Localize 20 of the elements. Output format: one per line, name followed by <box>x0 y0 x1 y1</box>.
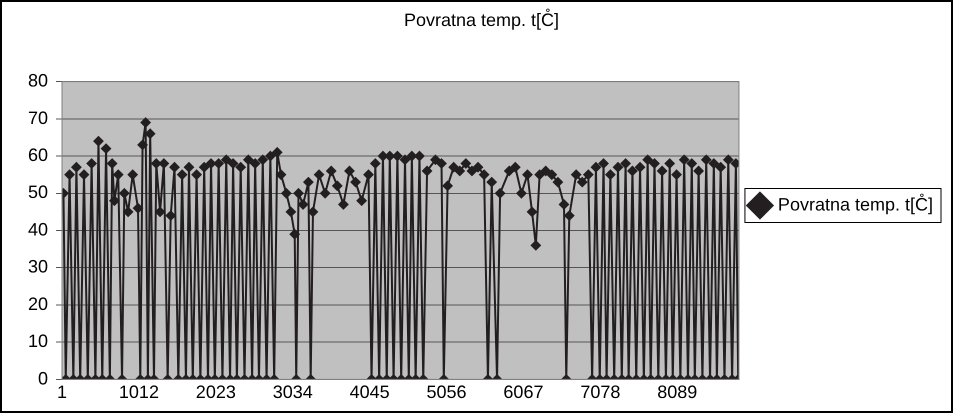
y-tick-label: 0 <box>38 368 48 388</box>
x-tick-label: 4045 <box>350 382 390 402</box>
x-tick-label: 1012 <box>118 382 159 402</box>
y-tick-label: 70 <box>28 108 48 128</box>
x-tick-label: 3034 <box>272 382 313 402</box>
x-tick-label: 1 <box>57 382 68 402</box>
y-tick-label: 50 <box>28 182 48 202</box>
x-tick-label: 7078 <box>580 382 620 402</box>
x-tick-label: 8089 <box>657 382 698 402</box>
y-tick-label: 30 <box>28 256 48 277</box>
y-tick-label: 20 <box>28 294 48 314</box>
x-tick-label: 5056 <box>426 382 467 402</box>
x-tick-label: 6067 <box>503 382 544 402</box>
y-tick-label: 40 <box>28 219 48 240</box>
x-tick-label: 2023 <box>196 382 236 402</box>
y-tick-label: 80 <box>28 70 48 91</box>
y-tick-label: 10 <box>28 331 48 352</box>
legend-label: Povratna temp. t[C̊] <box>778 192 934 214</box>
chart-title: Povratna temp. t[C̊] <box>404 8 560 30</box>
y-tick-label: 60 <box>28 145 48 166</box>
